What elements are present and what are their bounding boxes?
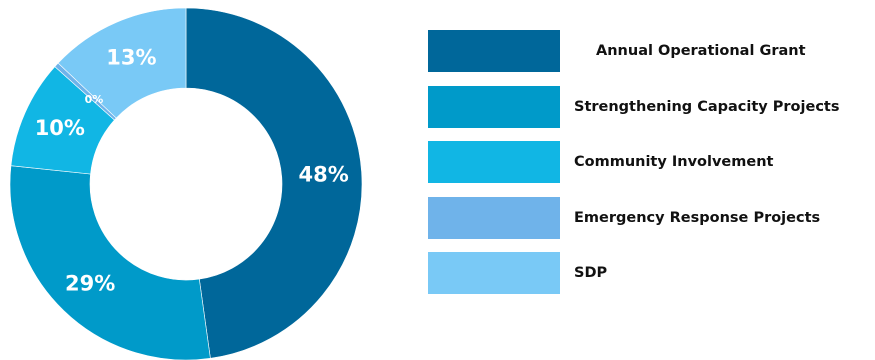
- donut-slices: [9, 7, 363, 360]
- legend-swatch-strengthening-capacity-projects: [428, 85, 560, 128]
- slice-label-annual-operational-grant: 48%: [299, 162, 349, 186]
- legend-label-annual-operational-grant: Annual Operational Grant: [596, 43, 806, 59]
- slice-label-strengthening-capacity-projects: 29%: [65, 271, 115, 295]
- slice-strengthening-capacity-projects: [9, 165, 211, 360]
- slice-label-sdp: 13%: [106, 45, 156, 69]
- legend-swatch-annual-operational-grant: [428, 30, 560, 72]
- legend-swatch-sdp: [428, 252, 560, 294]
- slice-labels: 48% 29% 10%0% 13%: [35, 45, 349, 295]
- legend-label-strengthening-capacity-projects: Strengthening Capacity Projects: [574, 98, 840, 115]
- legend-label-emergency-response-projects: Emergency Response Projects: [574, 209, 821, 226]
- legend-label-community-involvement: Community Involvement: [574, 154, 774, 170]
- slice-annual-operational-grant: [185, 7, 363, 359]
- legend-label-sdp: SDP: [574, 265, 608, 281]
- legend-swatch-emergency-response-projects: [428, 196, 560, 239]
- slice-sdp: [57, 7, 187, 119]
- legend-swatch-community-involvement: [428, 141, 560, 183]
- slice-label-community-involvement: 10%: [35, 116, 85, 140]
- slice-label-emergency-response-projects: 0%: [85, 93, 104, 106]
